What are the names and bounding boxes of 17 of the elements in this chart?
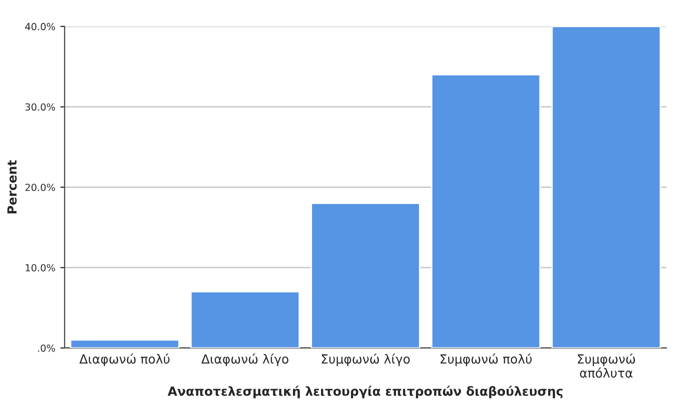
x-tick-label: Διαφωνώ πολύ [79, 354, 170, 366]
y-tick-label: 40.0% [25, 22, 56, 30]
bar [551, 26, 662, 348]
bar [190, 291, 300, 348]
y-tick-label: 20.0% [25, 184, 56, 192]
bar [431, 74, 541, 348]
x-tick-label: Συμφωνώ απόλυτα [578, 354, 635, 378]
y-axis-title: Percent [7, 160, 17, 214]
x-tick-label: Συμφωνώ πολύ [440, 354, 532, 366]
y-tick-label: 30.0% [25, 103, 56, 111]
y-tick-label: .0% [38, 344, 56, 352]
x-tick-label: Συμφωνώ λίγο [322, 354, 410, 366]
bar [310, 202, 420, 348]
x-tick-label: Διαφωνώ λίγο [201, 354, 288, 366]
bar [70, 339, 180, 348]
x-axis-title: Αναποτελεσματική λειτουργία επιτροπών διαβούλευσης [168, 386, 563, 398]
y-tick-label: 10.0% [26, 264, 56, 272]
